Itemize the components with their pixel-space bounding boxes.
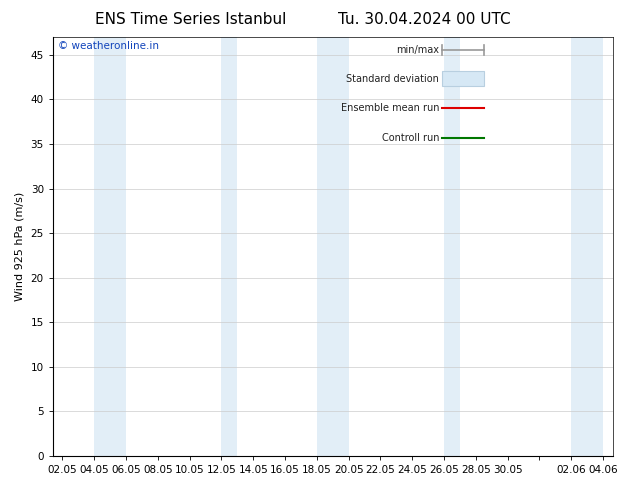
Text: Controll run: Controll run <box>382 133 439 143</box>
Text: Ensemble mean run: Ensemble mean run <box>340 103 439 113</box>
Bar <box>221 37 237 456</box>
Bar <box>442 72 484 86</box>
Bar <box>317 37 349 456</box>
Text: min/max: min/max <box>396 45 439 54</box>
Y-axis label: Wind 925 hPa (m/s): Wind 925 hPa (m/s) <box>15 192 25 301</box>
Text: Tu. 30.04.2024 00 UTC: Tu. 30.04.2024 00 UTC <box>339 12 511 27</box>
Text: © weatheronline.in: © weatheronline.in <box>58 41 159 51</box>
Bar <box>571 37 603 456</box>
Bar <box>94 37 126 456</box>
Text: ENS Time Series Istanbul: ENS Time Series Istanbul <box>94 12 286 27</box>
Text: Standard deviation: Standard deviation <box>346 74 439 84</box>
Bar <box>444 37 460 456</box>
